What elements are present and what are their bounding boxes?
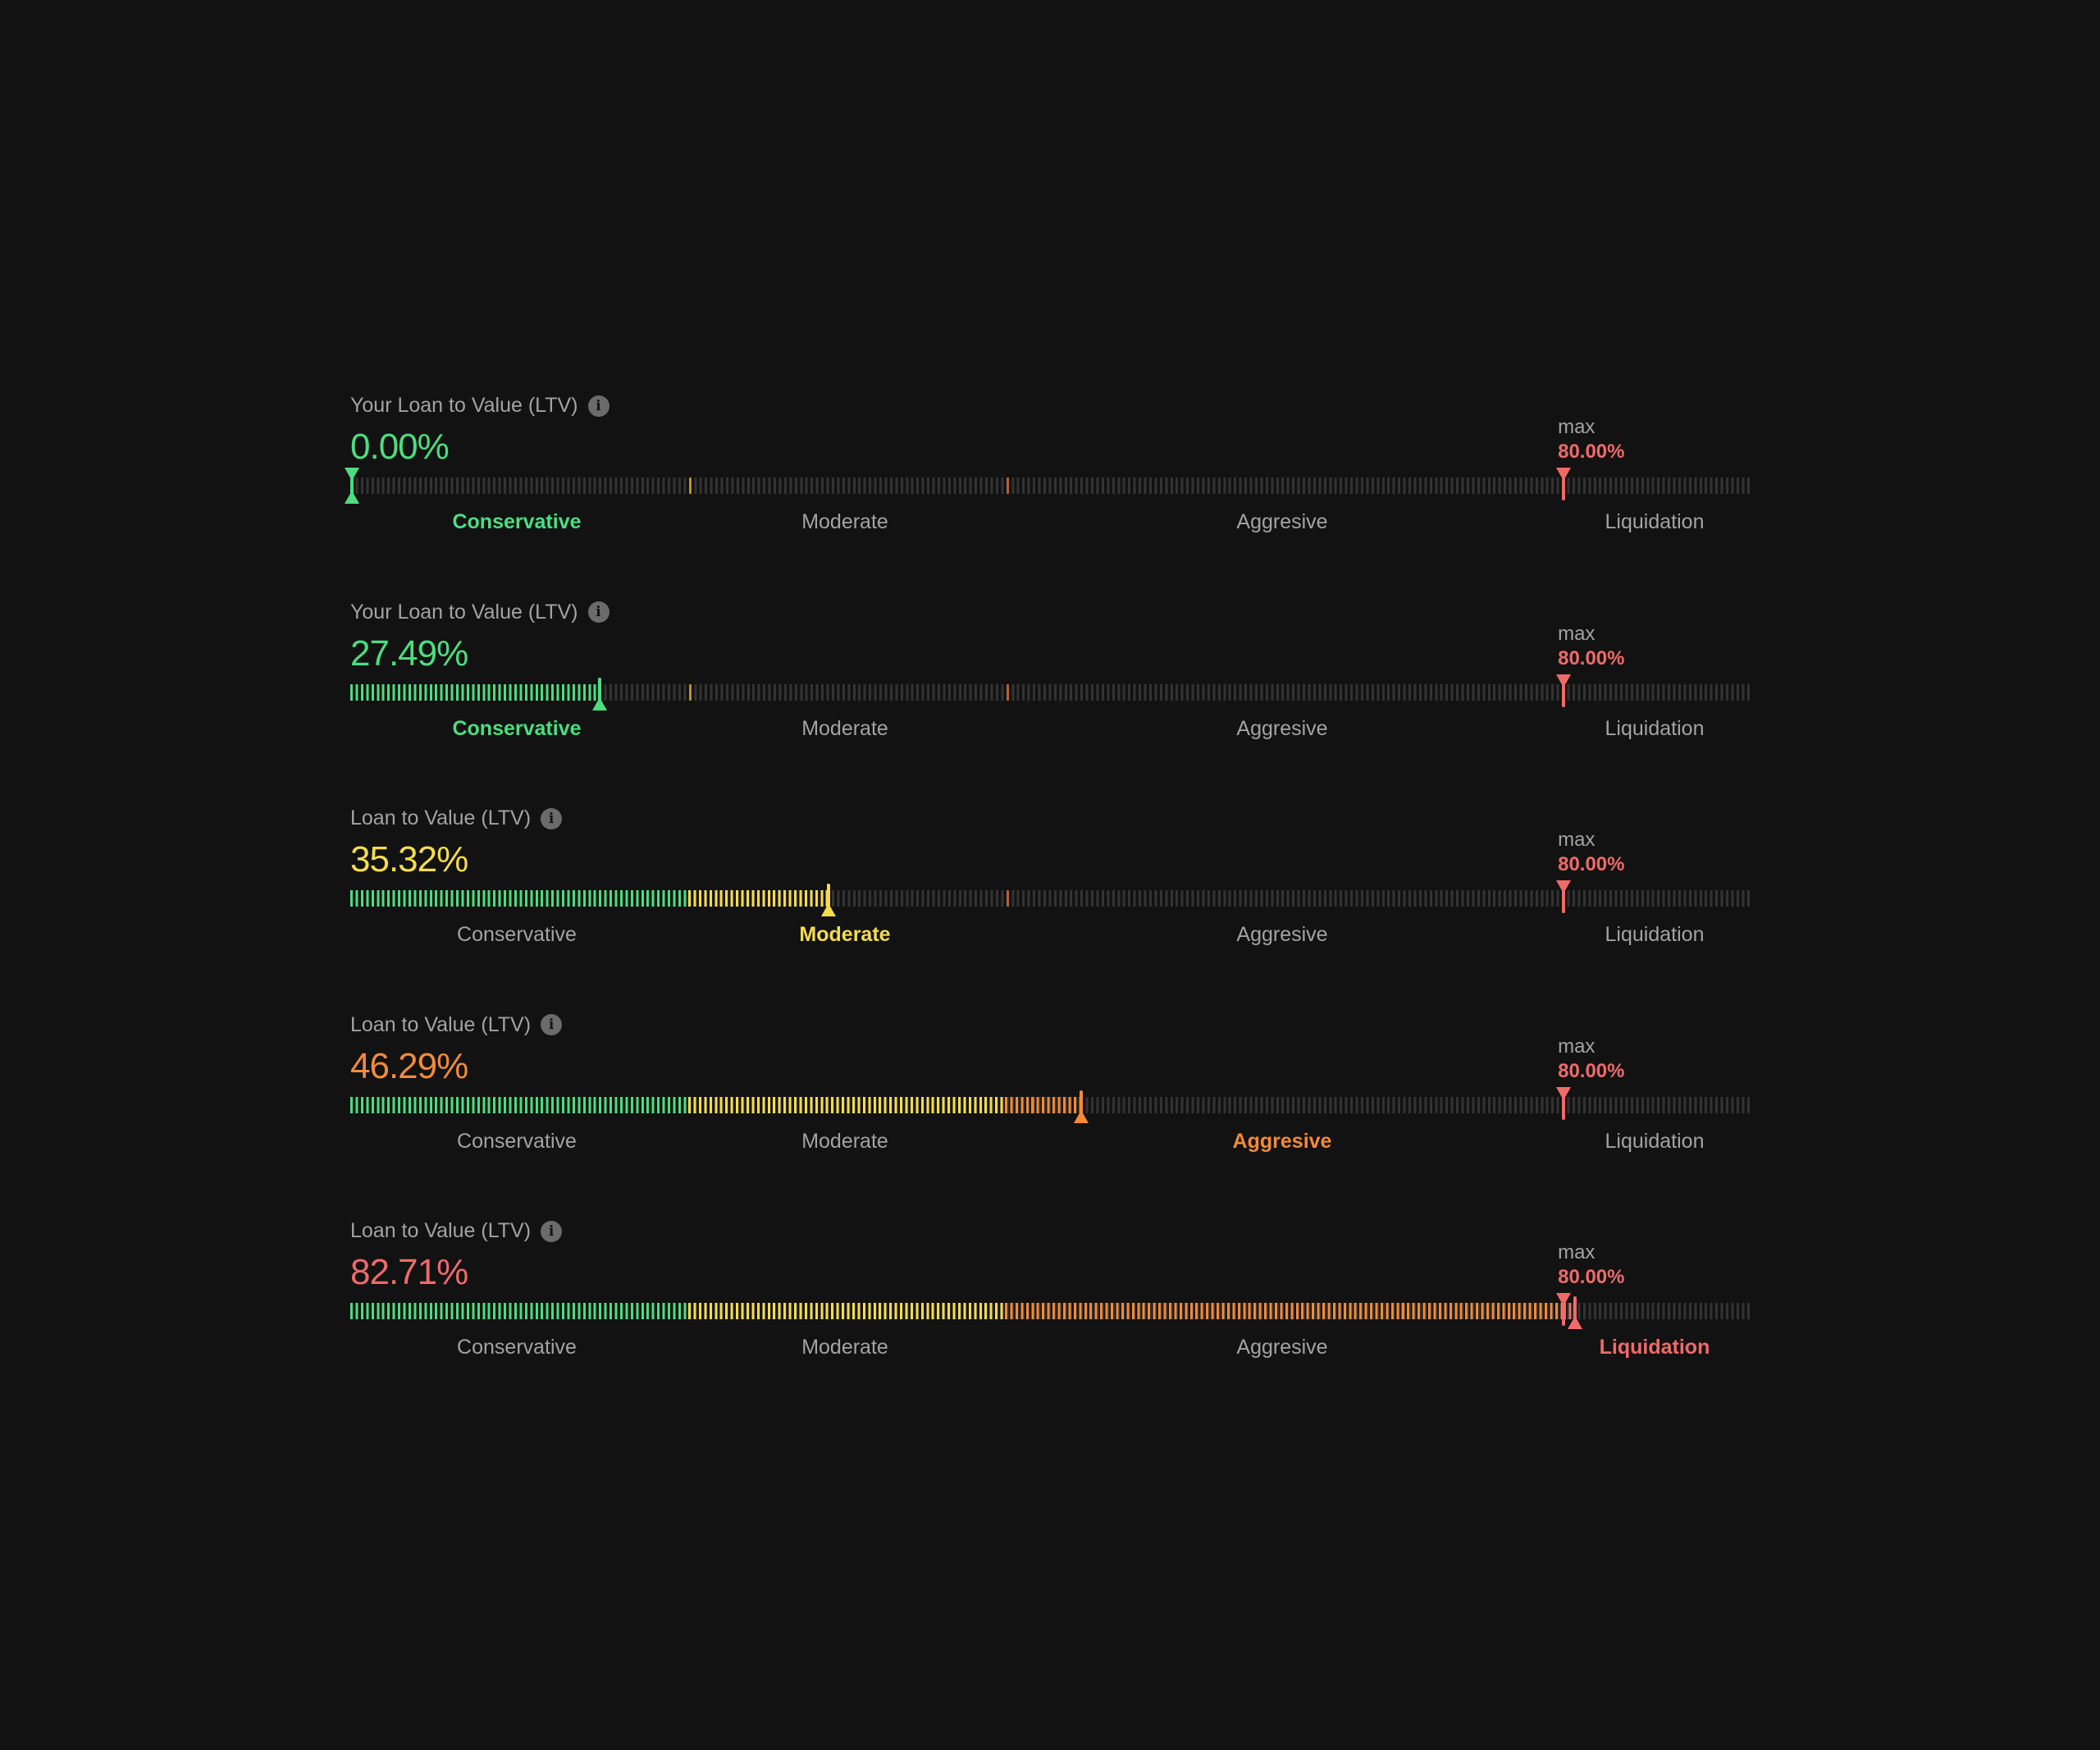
ltv-label: Your Loan to Value (LTV) i: [350, 601, 609, 624]
zone-label-moderate: Moderate: [801, 510, 888, 533]
ltv-label: Loan to Value (LTV) i: [350, 1012, 563, 1037]
zone-boundary-tick: [1006, 890, 1009, 907]
max-value: 80.00%: [1558, 1059, 1625, 1082]
max-label: max: [1558, 1241, 1596, 1264]
ltv-label: Your Loan to Value (LTV) i: [350, 394, 609, 418]
bar-fill-conservative: [350, 1096, 688, 1113]
zone-boundary-tick: [688, 477, 692, 494]
bar-track: [350, 477, 1750, 494]
ltv-gauge: Loan to Value (LTV) i 82.71% max 80.00% Co…: [350, 1211, 1750, 1391]
ltv-value: 0.00%: [350, 427, 450, 467]
max-label: max: [1558, 622, 1596, 645]
ltv-gauge: Loan to Value (LTV) i 46.29% max 80.00% Co…: [350, 1005, 1750, 1186]
max-value: 80.00%: [1558, 647, 1625, 669]
ltv-label: Loan to Value (LTV) i: [350, 806, 563, 830]
info-icon[interactable]: i: [541, 807, 563, 829]
zone-boundary-tick: [1006, 683, 1009, 701]
zone-label-aggresive: Aggresive: [1236, 1336, 1328, 1359]
zone-label-moderate: Moderate: [801, 716, 888, 740]
zone-label-moderate: Moderate: [801, 1129, 888, 1153]
ltv-value: 35.32%: [350, 839, 468, 880]
zone-label-conservative: Conservative: [457, 1336, 577, 1359]
ltv-bar: [350, 1293, 1750, 1330]
zone-label-liquidation: Liquidation: [1605, 923, 1705, 947]
zone-label-moderate: Moderate: [801, 1336, 888, 1359]
max-ltv: max 80.00%: [1558, 828, 1624, 877]
ltv-value: 27.49%: [350, 633, 468, 674]
ltv-label-text: Loan to Value (LTV): [350, 1219, 532, 1243]
zone-label-conservative: Conservative: [457, 923, 577, 947]
ltv-gauge: Your Loan to Value (LTV) i 27.49% max 80.0…: [350, 592, 1750, 773]
zone-label-moderate: Moderate: [799, 923, 891, 947]
bar-fill-aggressive: [1005, 1096, 1081, 1113]
max-ltv: max 80.00%: [1558, 1035, 1624, 1084]
ltv-bar: [350, 674, 1750, 711]
info-icon[interactable]: i: [587, 395, 609, 417]
ltv-label-text: Loan to Value (LTV): [350, 1012, 532, 1036]
bar-fill-conservative: [350, 683, 600, 701]
zone-label-aggresive: Aggresive: [1236, 716, 1328, 740]
bar-track: [350, 683, 1750, 701]
zone-boundary-tick: [688, 683, 692, 701]
zone-boundary-tick: [1006, 477, 1009, 494]
ltv-bar: [350, 880, 1750, 917]
bar-fill-conservative: [350, 1303, 688, 1320]
ltv-label-text: Your Loan to Value (LTV): [350, 394, 578, 417]
ltv-bar: [350, 1086, 1750, 1123]
zone-label-aggresive: Aggresive: [1236, 510, 1328, 533]
zone-label-conservative: Conservative: [452, 716, 582, 740]
ltv-label-text: Your Loan to Value (LTV): [350, 600, 578, 624]
ltv-gauge: Loan to Value (LTV) i 35.32% max 80.00% Co…: [350, 798, 1750, 979]
bar-fill-moderate: [687, 1096, 1006, 1113]
bar-fill-moderate: [687, 890, 829, 907]
bar-fill-aggressive: [1005, 1303, 1564, 1320]
ltv-value: 82.71%: [350, 1252, 468, 1293]
max-label: max: [1558, 1035, 1596, 1058]
max-label: max: [1558, 416, 1596, 438]
ltv-label: Loan to Value (LTV) i: [350, 1219, 563, 1243]
zone-label-conservative: Conservative: [452, 510, 582, 533]
zone-label-aggresive: Aggresive: [1232, 1129, 1332, 1153]
ltv-value: 46.29%: [350, 1045, 468, 1086]
info-icon[interactable]: i: [541, 1014, 563, 1036]
max-value: 80.00%: [1558, 853, 1625, 876]
zone-label-liquidation: Liquidation: [1605, 510, 1705, 533]
ltv-gauge: Your Loan to Value (LTV) i 0.00% max 80.00…: [345, 386, 1750, 566]
info-icon[interactable]: i: [587, 601, 609, 624]
max-ltv: max 80.00%: [1558, 1241, 1624, 1290]
zone-label-liquidation: Liquidation: [1599, 1336, 1710, 1359]
bar-fill-liquidation: [1564, 1303, 1575, 1320]
max-value: 80.00%: [1558, 1266, 1625, 1289]
max-ltv: max 80.00%: [1558, 415, 1624, 464]
bar-fill-conservative: [350, 890, 688, 907]
ltv-label-text: Loan to Value (LTV): [350, 806, 532, 830]
zone-label-liquidation: Liquidation: [1605, 716, 1705, 740]
max-ltv: max 80.00%: [1558, 622, 1624, 671]
zone-label-liquidation: Liquidation: [1605, 1129, 1705, 1153]
max-label: max: [1558, 829, 1596, 852]
bar-fill-moderate: [687, 1303, 1006, 1320]
max-value: 80.00%: [1558, 441, 1625, 463]
ltv-bar: [345, 468, 1750, 504]
zone-label-conservative: Conservative: [457, 1129, 577, 1153]
zone-label-aggresive: Aggresive: [1236, 923, 1328, 947]
info-icon[interactable]: i: [541, 1220, 563, 1242]
